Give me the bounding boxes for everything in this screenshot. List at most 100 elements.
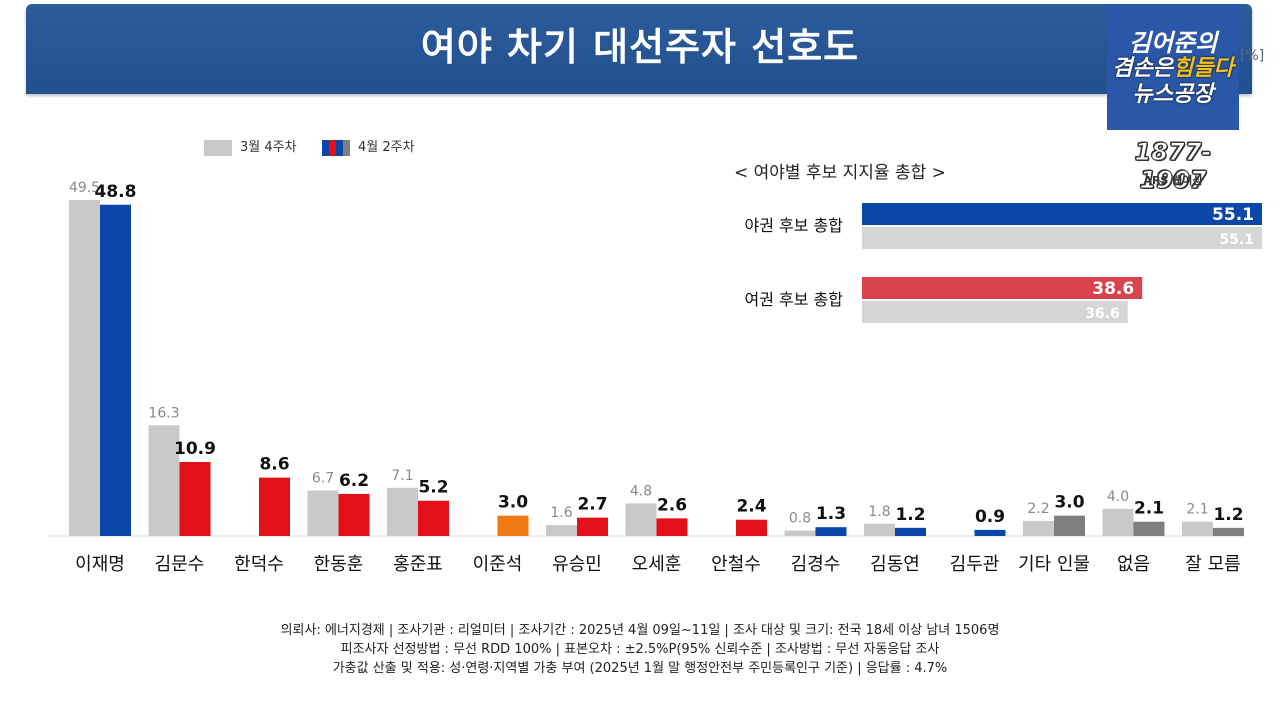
bar-curr-0 xyxy=(100,204,131,536)
legend-curr-swatch xyxy=(322,139,350,156)
footer-line2: 피조사자 선정방법 : 무선 RDD 100% | 표본오차 : ±2.5%P(… xyxy=(340,642,940,657)
inset-bar-prev-1 xyxy=(862,301,1128,323)
bar-curr-2 xyxy=(259,477,290,536)
label-curr-3: 6.2 xyxy=(339,471,369,491)
category-label-9: 김경수 xyxy=(791,554,841,575)
bar-curr-13 xyxy=(1133,521,1165,536)
footer-line3: 가충값 산출 및 적용: 성·연령·지역별 가충 부여 (2025년 1월 말 … xyxy=(332,661,948,676)
title-bar xyxy=(26,4,1252,94)
category-label-8: 안철수 xyxy=(711,554,761,575)
bar-prev-13 xyxy=(1102,508,1134,536)
bar-prev-7 xyxy=(625,503,657,536)
bar-prev-4 xyxy=(387,487,418,536)
category-label-7: 오세훈 xyxy=(632,554,682,575)
label-prev-1: 16.3 xyxy=(148,405,179,421)
footer-line1: 의뢰사: 에너지경제 | 조사기관 : 리얼미터 | 조사기간 : 2025년 … xyxy=(280,623,1000,638)
category-label-0: 이재명 xyxy=(75,554,125,575)
logo-line2b: 힘들다 xyxy=(1173,56,1234,81)
label-curr-14: 1.2 xyxy=(1213,505,1243,525)
label-curr-9: 1.3 xyxy=(816,504,846,524)
inset-bar-prev-0 xyxy=(862,227,1262,249)
label-prev-6: 1.6 xyxy=(550,505,572,521)
category-label-4: 홍준표 xyxy=(393,554,443,575)
bar-curr-9 xyxy=(815,527,847,536)
category-label-5: 이준석 xyxy=(473,554,523,575)
bar-prev-9 xyxy=(784,530,816,536)
legend-curr-label: 4월 2주차 xyxy=(358,140,415,155)
inset-label-prev-1: 36.6 xyxy=(1085,306,1120,322)
category-label-12: 기타 인물 xyxy=(1018,554,1090,575)
logo-line1: 김어준의 xyxy=(1128,29,1218,57)
inset-title: < 여야별 후보 지지율 총합 > xyxy=(734,163,946,183)
inset-label-curr-1: 38.6 xyxy=(1092,279,1134,299)
label-curr-0: 48.8 xyxy=(95,182,137,202)
category-label-13: 없음 xyxy=(1117,554,1150,575)
inset-category-1: 여권 후보 총합 xyxy=(745,290,844,309)
logo-line3: 뉴스공장 xyxy=(1132,82,1214,107)
label-curr-7: 2.6 xyxy=(657,495,687,515)
broadcast-logo: 김어준의 겸손은힘들다 뉴스공장 xyxy=(1107,4,1239,130)
logo-line2a: 겸손은 xyxy=(1112,56,1173,81)
label-curr-5: 3.0 xyxy=(498,493,528,513)
bar-prev-10 xyxy=(864,523,895,536)
bar-curr-10 xyxy=(895,527,926,536)
label-curr-8: 2.4 xyxy=(736,497,766,517)
bar-prev-3 xyxy=(307,490,339,536)
label-curr-2: 8.6 xyxy=(259,455,289,475)
bar-curr-12 xyxy=(1054,515,1085,536)
inset-label-curr-0: 55.1 xyxy=(1212,205,1254,225)
legend-prev: 3월 4주차 xyxy=(204,136,297,156)
bar-curr-8 xyxy=(736,519,767,536)
logo-years: 1877-1907 xyxy=(1134,138,1212,195)
label-curr-10: 1.2 xyxy=(895,505,925,525)
legend-prev-swatch xyxy=(204,139,232,156)
inset-label-prev-0: 55.1 xyxy=(1219,232,1254,248)
bar-curr-5 xyxy=(497,515,529,536)
bar-prev-0 xyxy=(69,200,100,536)
label-curr-6: 2.7 xyxy=(577,495,607,515)
label-curr-11: 0.9 xyxy=(975,507,1005,527)
chart-title: 여야 차기 대선주자 선호도 xyxy=(420,25,860,69)
logo-ars: ARS 웹여심 xyxy=(1143,174,1203,187)
logo-line2: 겸손은힘들다 xyxy=(1107,56,1239,82)
label-prev-10: 1.8 xyxy=(868,504,890,520)
inset-bar-curr-1 xyxy=(862,277,1143,299)
bar-prev-6 xyxy=(546,525,577,536)
label-prev-12: 2.2 xyxy=(1027,501,1049,517)
category-label-14: 잘 모름 xyxy=(1185,554,1240,575)
label-curr-1: 10.9 xyxy=(174,439,216,459)
label-prev-7: 4.8 xyxy=(630,483,652,499)
category-label-3: 한동훈 xyxy=(314,554,364,575)
main-bar-chart: 49.548.8 이재명 16.3 10.9 김문수 8.6 한덕수 6.7 6.2 한동훈 7.1… xyxy=(48,180,1244,575)
bar-curr-4 xyxy=(418,500,449,536)
label-prev-14: 2.1 xyxy=(1186,502,1208,518)
inset-bar-curr-0 xyxy=(862,203,1262,225)
category-label-1: 김문수 xyxy=(155,554,205,575)
label-prev-0: 49.5 xyxy=(69,180,100,196)
legend-curr: 4월 2주차 xyxy=(322,136,415,156)
label-prev-13: 4.0 xyxy=(1107,489,1129,505)
category-label-6: 유승민 xyxy=(552,554,602,575)
bar-curr-3 xyxy=(338,493,370,536)
bar-curr-14 xyxy=(1213,527,1244,536)
inset-bar-chart: 야권 후보 총합 55.1 55.1 여권 후보 총합 38.6 36.6 xyxy=(745,203,1262,323)
bar-curr-7 xyxy=(656,518,688,536)
category-label-2: 한덕수 xyxy=(234,554,284,575)
label-prev-4: 7.1 xyxy=(391,468,413,484)
label-curr-12: 3.0 xyxy=(1054,493,1084,513)
bar-curr-11 xyxy=(974,529,1006,536)
bar-prev-12 xyxy=(1023,521,1054,536)
bar-prev-1 xyxy=(148,425,180,536)
label-curr-4: 5.2 xyxy=(418,478,448,498)
category-label-10: 김동연 xyxy=(870,554,920,575)
bar-curr-6 xyxy=(577,517,608,536)
category-label-11: 김두관 xyxy=(950,554,1000,575)
legend-prev-label: 3월 4주차 xyxy=(240,140,297,155)
unit-label: [%] xyxy=(1240,48,1265,64)
label-curr-13: 2.1 xyxy=(1134,499,1164,519)
bar-curr-1 xyxy=(179,462,211,536)
bar-prev-14 xyxy=(1182,521,1213,536)
label-prev-3: 6.7 xyxy=(312,471,334,487)
inset-category-0: 야권 후보 총합 xyxy=(745,216,844,235)
label-prev-9: 0.8 xyxy=(789,511,811,527)
